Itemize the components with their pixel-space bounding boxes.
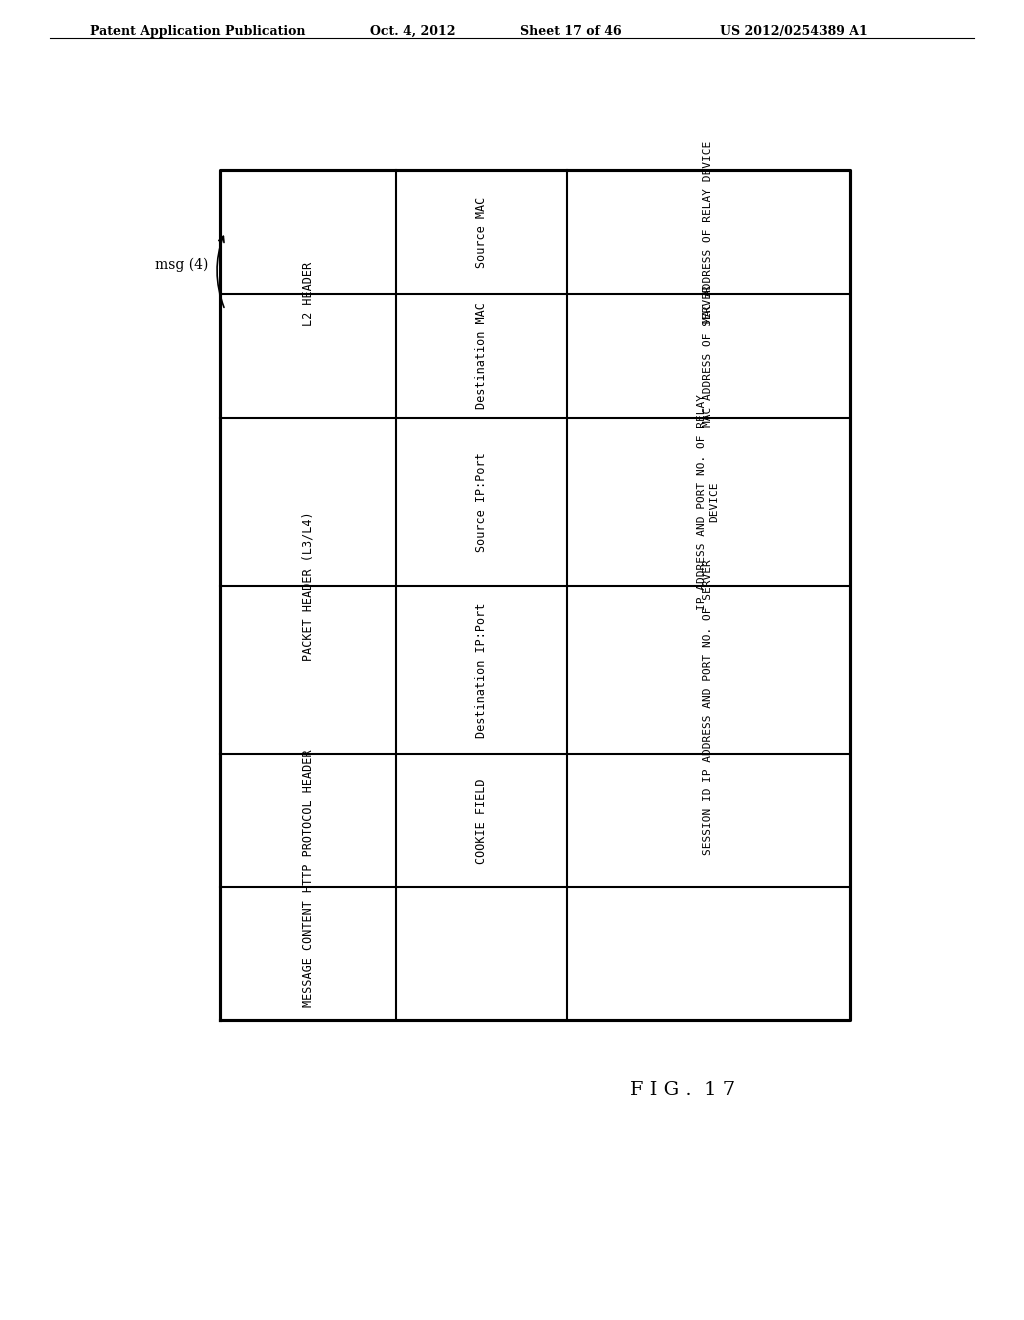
- Text: PACKET HEADER (L3/L4): PACKET HEADER (L3/L4): [302, 511, 314, 661]
- Text: F I G .  1 7: F I G . 1 7: [630, 1081, 735, 1100]
- Text: msg (4): msg (4): [155, 257, 208, 272]
- Text: Destination IP:Port: Destination IP:Port: [475, 602, 488, 738]
- Text: US 2012/0254389 A1: US 2012/0254389 A1: [720, 25, 867, 38]
- Text: Destination MAC: Destination MAC: [475, 302, 488, 409]
- Text: Source IP:Port: Source IP:Port: [475, 453, 488, 552]
- Text: Source MAC: Source MAC: [475, 197, 488, 268]
- Text: MAC ADDRESS OF SERVER: MAC ADDRESS OF SERVER: [703, 285, 714, 426]
- Text: SESSION ID: SESSION ID: [703, 787, 714, 854]
- Text: MESSAGE CONTENT: MESSAGE CONTENT: [302, 900, 314, 1007]
- Text: Oct. 4, 2012: Oct. 4, 2012: [370, 25, 456, 38]
- Text: IP ADDRESS AND PORT NO. OF SERVER: IP ADDRESS AND PORT NO. OF SERVER: [703, 558, 714, 781]
- Text: HTTP PROTOCOL HEADER: HTTP PROTOCOL HEADER: [302, 750, 314, 892]
- Text: Sheet 17 of 46: Sheet 17 of 46: [520, 25, 622, 38]
- Text: Patent Application Publication: Patent Application Publication: [90, 25, 305, 38]
- Text: MAC ADDRESS OF RELAY DEVICE: MAC ADDRESS OF RELAY DEVICE: [703, 141, 714, 323]
- Text: IP ADDRESS AND PORT NO. OF RELAY
DEVICE: IP ADDRESS AND PORT NO. OF RELAY DEVICE: [697, 395, 719, 610]
- Text: COOKIE FIELD: COOKIE FIELD: [475, 777, 488, 863]
- Text: L2 HEADER: L2 HEADER: [302, 261, 314, 326]
